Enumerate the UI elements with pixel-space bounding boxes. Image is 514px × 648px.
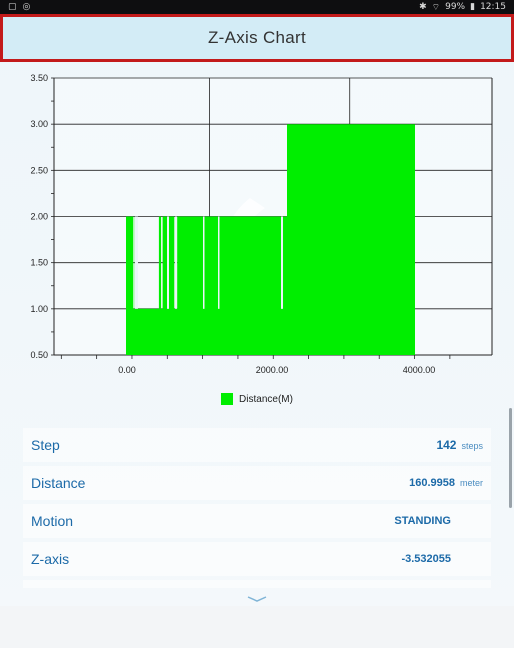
- gallery-icon: ▢: [8, 2, 17, 12]
- x-tick-label: 2000.00: [256, 365, 289, 375]
- series-gap: [135, 216, 138, 309]
- metric-unit: steps: [461, 441, 483, 451]
- x-tick-label: 0.00: [118, 365, 136, 375]
- bottom-bar: [0, 606, 514, 648]
- y-tick-label: 3.50: [30, 73, 48, 83]
- y-tick-label: 0.50: [30, 350, 48, 360]
- metric-label: Z-axis: [31, 551, 70, 567]
- chevron-down-icon[interactable]: [246, 594, 268, 604]
- metrics-list: Step 142 steps Distance 160.9958 meter M…: [23, 428, 491, 592]
- bluetooth-icon: ✱: [419, 1, 427, 12]
- metric-value: 160.9958: [409, 477, 455, 489]
- series-gap: [203, 216, 205, 309]
- metric-label: Step: [31, 437, 60, 453]
- series-gap: [281, 216, 283, 309]
- metric-value: -3.532055: [401, 553, 451, 565]
- chart-legend: Distance(M): [0, 390, 514, 408]
- clock: 12:15: [480, 1, 506, 12]
- legend-label: Distance(M): [239, 393, 293, 405]
- y-tick-label: 1.00: [30, 304, 48, 314]
- legend-swatch: [221, 393, 234, 405]
- scrollbar[interactable]: [509, 408, 512, 508]
- y-tick-label: 1.50: [30, 258, 48, 268]
- metric-row-partial: [23, 580, 491, 588]
- series-area-distance: [126, 124, 415, 355]
- metric-row-distance: Distance 160.9958 meter: [23, 466, 491, 500]
- metric-label: Motion: [31, 513, 74, 529]
- metric-value: STANDING: [394, 515, 451, 527]
- battery-icon: ▮: [470, 1, 476, 12]
- x-tick-label: 4000.00: [403, 365, 436, 375]
- chart-svg: 0.50 1.00 1.50 2.00 2.50 3.00 3.50 0.00 2000.00 4…: [30, 73, 493, 375]
- wifi-icon: ⌔: [431, 2, 441, 13]
- series-gap: [175, 216, 177, 309]
- metric-label: Distance: [31, 475, 86, 491]
- metric-row-step: Step 142 steps: [23, 428, 491, 462]
- status-bar: ▢ ◎ ✱ ⌔ 99% ▮ 12:15: [0, 0, 514, 14]
- metric-row-z-axis: Z-axis -3.532055: [23, 542, 491, 576]
- series-gap: [218, 216, 220, 309]
- battery-level: 99%: [445, 1, 466, 12]
- metric-row-motion: Motion STANDING: [23, 504, 491, 538]
- z-axis-chart: 0.50 1.00 1.50 2.00 2.50 3.00 3.50 0.00 2000.00 4…: [0, 62, 514, 412]
- series-gap: [167, 216, 169, 309]
- metric-value: 142: [436, 438, 457, 452]
- metric-unit: meter: [459, 478, 483, 488]
- settings-icon: ◎: [22, 2, 31, 12]
- y-tick-label: 2.00: [30, 212, 48, 222]
- y-tick-label: 2.50: [30, 165, 48, 175]
- y-tick-label: 3.00: [30, 119, 48, 129]
- app-header: Z-Axis Chart: [0, 14, 514, 62]
- page-title: Z-Axis Chart: [207, 28, 307, 47]
